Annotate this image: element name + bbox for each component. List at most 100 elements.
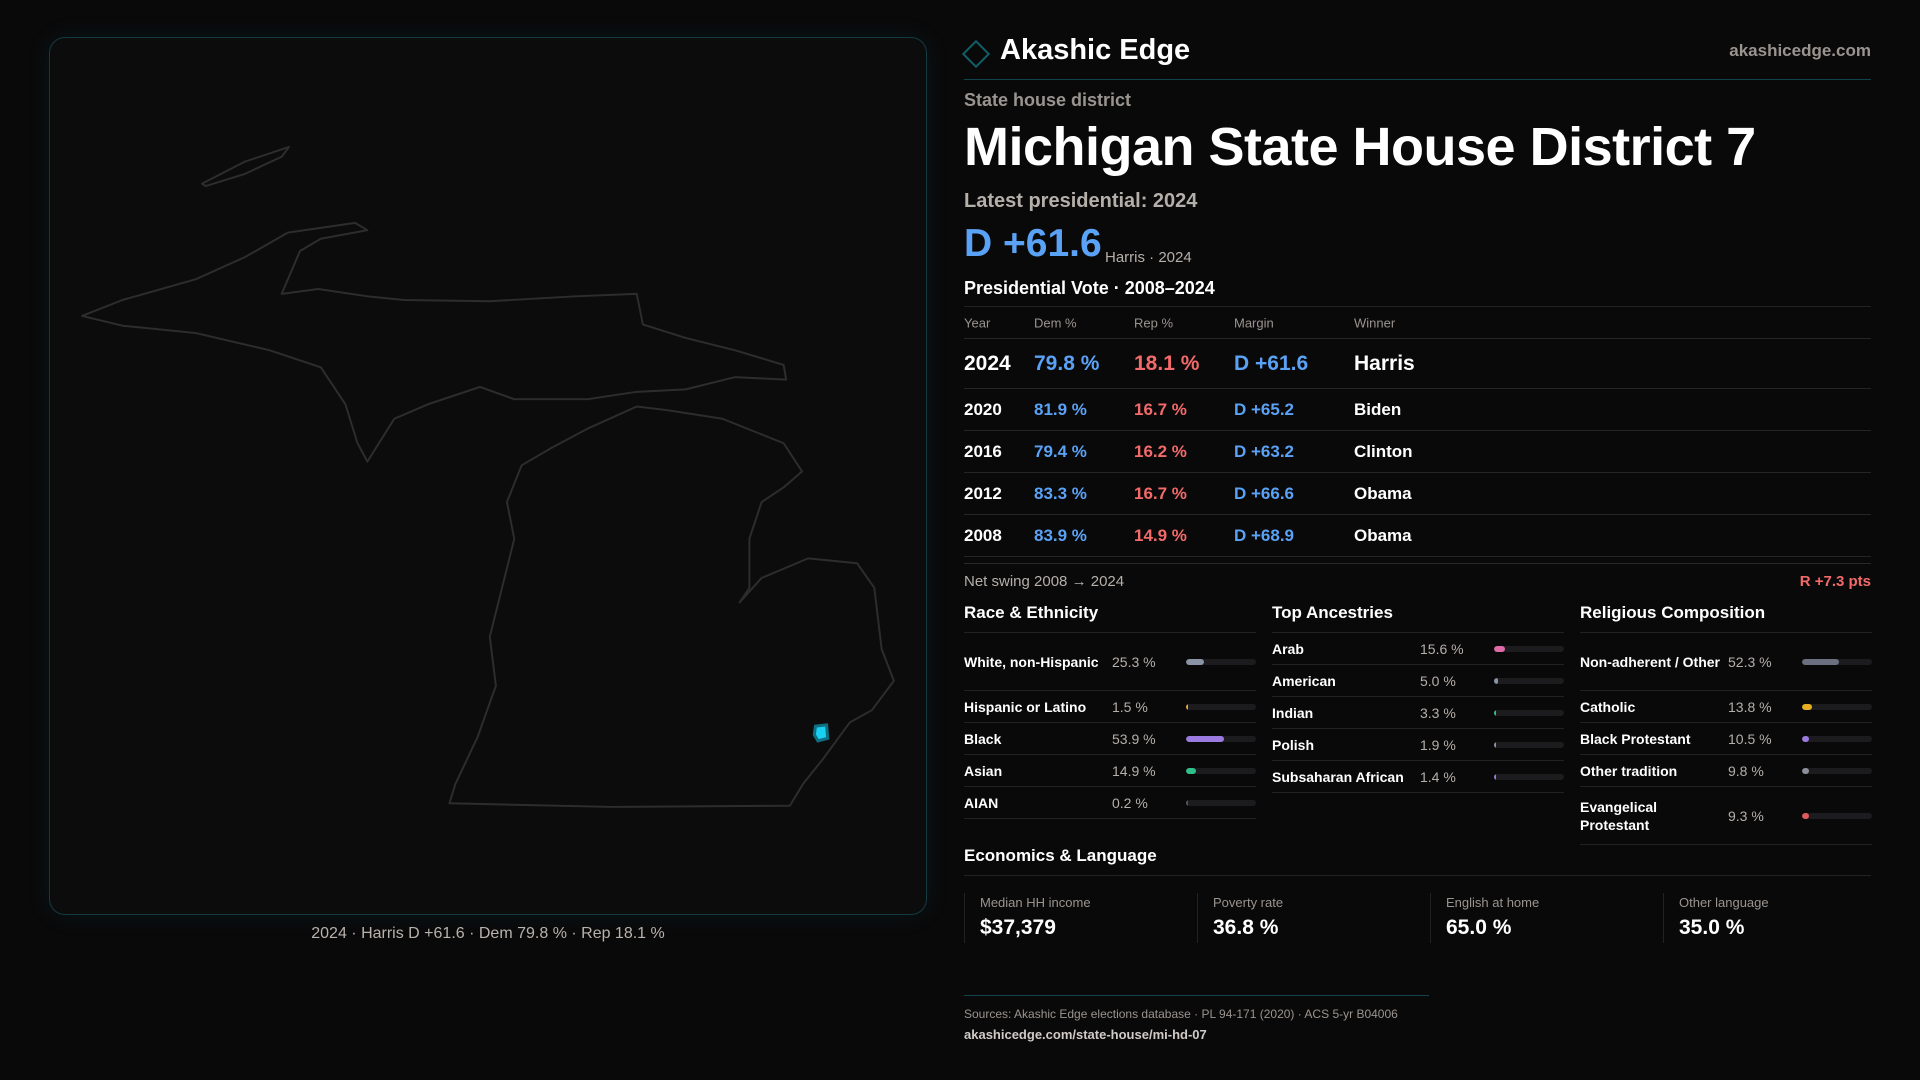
- list-item: White, non-Hispanic 25.3 %: [964, 633, 1256, 691]
- bar-track: [1802, 703, 1872, 710]
- site-link[interactable]: akashicedge.com: [1729, 41, 1871, 60]
- stat-value: 65.0 %: [1446, 916, 1512, 939]
- stat-card: Median HH income $37,379: [964, 893, 1184, 943]
- item-value: 1.5 %: [1112, 698, 1148, 715]
- item-value: 9.3 %: [1728, 807, 1764, 824]
- cell-rep: 18.1 %: [1134, 351, 1200, 375]
- item-label: Arab: [1272, 640, 1304, 657]
- stat-label: Other language: [1679, 895, 1769, 910]
- cell-winner: Obama: [1354, 525, 1412, 545]
- col-year: Year: [964, 315, 991, 330]
- table-row: 2016 79.4 % 16.2 % D +63.2 Clinton: [964, 431, 1871, 473]
- map-caption: 2024 · Harris D +61.6 · Dem 79.8 % · Rep…: [311, 925, 665, 942]
- col-winner: Winner: [1354, 315, 1396, 330]
- item-label: AIAN: [964, 794, 999, 811]
- item-label: Black Protestant: [1580, 730, 1691, 747]
- bar-track: [1802, 658, 1872, 665]
- sources-text: Sources: Akashic Edge elections database…: [964, 1007, 1398, 1021]
- item-label: Other tradition: [1580, 762, 1678, 779]
- bar-fill: [1802, 658, 1839, 665]
- item-value: 15.6 %: [1420, 640, 1464, 657]
- cell-year: 2020: [964, 399, 1002, 419]
- map-panel[interactable]: [49, 37, 927, 915]
- page-url[interactable]: akashicedge.com/state-house/mi-hd-07: [964, 1027, 1207, 1042]
- list-item: AIAN 0.2 %: [964, 787, 1256, 819]
- cell-year: 2024: [964, 351, 1011, 375]
- list-item: Polish 1.9 %: [1272, 729, 1564, 761]
- bar-fill: [1186, 767, 1197, 774]
- table-header: Year Dem % Rep % Margin Winner: [964, 307, 1871, 339]
- stat-value: $37,379: [980, 916, 1056, 939]
- stat-card: Poverty rate 36.8 %: [1197, 893, 1417, 943]
- cell-rep: 16.7 %: [1134, 399, 1187, 419]
- item-value: 25.3 %: [1112, 653, 1156, 670]
- table-row: 2008 83.9 % 14.9 % D +68.9 Obama: [964, 515, 1871, 557]
- bar-track: [1494, 645, 1564, 652]
- bar-fill: [1494, 677, 1498, 684]
- item-value: 13.8 %: [1728, 698, 1772, 715]
- list-item: Black Protestant 10.5 %: [1580, 723, 1872, 755]
- col-dem: Dem %: [1034, 315, 1077, 330]
- net-swing-value: R +7.3 pts: [1799, 573, 1871, 590]
- list-item: Catholic 13.8 %: [1580, 691, 1872, 723]
- bar-track: [1802, 735, 1872, 742]
- stat-label: Median HH income: [980, 895, 1091, 910]
- stat-card: Other language 35.0 %: [1663, 893, 1883, 943]
- bar-fill: [1186, 735, 1224, 742]
- diamond-logo-icon: [961, 39, 991, 69]
- bar-track: [1186, 703, 1256, 710]
- cell-rep: 16.2 %: [1134, 441, 1187, 461]
- item-value: 14.9 %: [1112, 762, 1156, 779]
- list-item: Other tradition 9.8 %: [1580, 755, 1872, 787]
- cell-year: 2012: [964, 483, 1002, 503]
- cell-margin: D +68.9: [1234, 525, 1295, 545]
- list-item: Subsaharan African 1.4 %: [1272, 761, 1564, 793]
- item-label: American: [1272, 672, 1336, 689]
- page-title: Michigan State House District 7: [964, 117, 1756, 177]
- item-value: 52.3 %: [1728, 653, 1772, 670]
- bar-track: [1494, 709, 1564, 716]
- stat-label: Poverty rate: [1213, 895, 1284, 910]
- section-1: Top Ancestries Arab 15.6 % American 5.0 % Ind…: [1272, 603, 1564, 793]
- district-type: State house district: [964, 90, 1132, 110]
- bar-track: [1494, 773, 1564, 780]
- list-item: Indian 3.3 %: [1272, 697, 1564, 729]
- stat-value: 35.0 %: [1679, 916, 1745, 939]
- bar-track: [1186, 735, 1256, 742]
- cell-winner: Obama: [1354, 483, 1412, 503]
- table-row: 2020 81.9 % 16.7 % D +65.2 Biden: [964, 389, 1871, 431]
- bar-track: [1186, 767, 1256, 774]
- vote-table: Year Dem % Rep % Margin Winner 2024 79.8 …: [964, 306, 1871, 557]
- list-item: American 5.0 %: [1272, 665, 1564, 697]
- table-row: 2024 79.8 % 18.1 % D +61.6 Harris: [964, 339, 1871, 389]
- item-label: Hispanic or Latino: [964, 698, 1087, 715]
- bar-fill: [1802, 767, 1809, 774]
- cell-margin: D +63.2: [1234, 441, 1295, 461]
- cell-year: 2008: [964, 525, 1002, 545]
- stat-label: English at home: [1446, 895, 1540, 910]
- header: Akashic Edge akashicedge.com: [961, 32, 1871, 80]
- bar-fill: [1186, 658, 1204, 665]
- cell-winner: Clinton: [1354, 441, 1413, 461]
- item-value: 53.9 %: [1112, 730, 1156, 747]
- list-item: Asian 14.9 %: [964, 755, 1256, 787]
- item-label: Subsaharan African: [1272, 768, 1404, 785]
- list-item: Arab 15.6 %: [1272, 633, 1564, 665]
- section-title: Race & Ethnicity: [964, 603, 1256, 633]
- section-0: Race & Ethnicity White, non-Hispanic 25.3 …: [964, 603, 1256, 819]
- stat-value: 36.8 %: [1213, 916, 1279, 939]
- bar-fill: [1494, 709, 1497, 716]
- item-label: Black: [964, 730, 1002, 747]
- headline-sub: Harris · 2024: [1105, 249, 1192, 266]
- item-value: 10.5 %: [1728, 730, 1772, 747]
- bar-track: [1494, 677, 1564, 684]
- cell-winner: Harris: [1354, 351, 1415, 375]
- cell-dem: 81.9 %: [1034, 399, 1087, 419]
- bar-fill: [1494, 773, 1496, 780]
- item-label: Polish: [1272, 736, 1315, 753]
- list-item: Hispanic or Latino 1.5 %: [964, 691, 1256, 723]
- section-title: Top Ancestries: [1272, 603, 1564, 633]
- section-2: Religious Composition Non-adherent / Othe…: [1580, 603, 1872, 845]
- cell-margin: D +66.6: [1234, 483, 1295, 503]
- brand-name[interactable]: Akashic Edge: [1000, 34, 1191, 66]
